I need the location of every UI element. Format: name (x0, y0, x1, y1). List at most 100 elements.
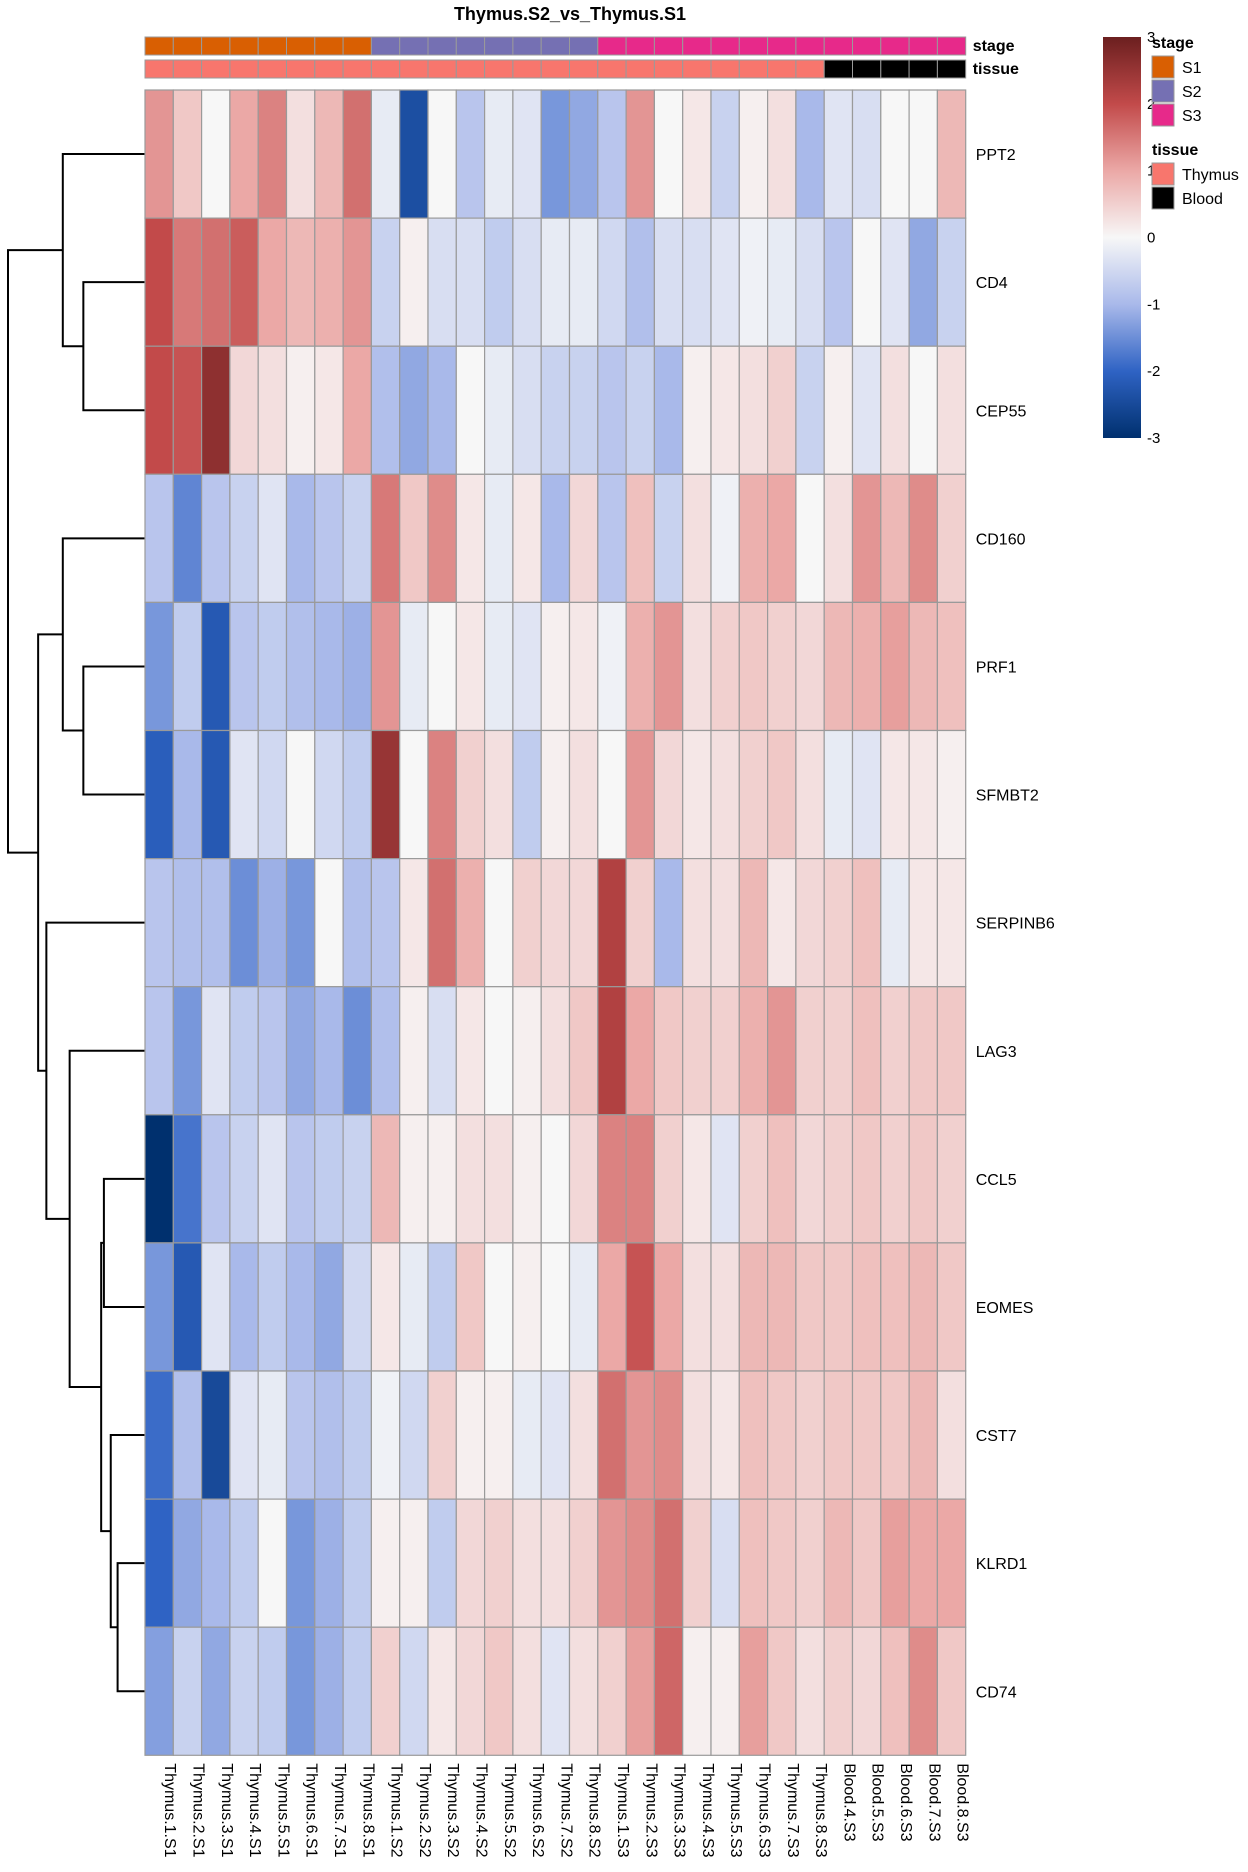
annotation-stage-cell (314, 36, 344, 56)
annotation-tissue-cell (823, 59, 854, 79)
column-label: Thymus.1.S3 (614, 1763, 631, 1857)
dendrogram-branch (7, 249, 63, 854)
heatmap-cell (908, 1626, 938, 1756)
color-scale-tick: 3 (1147, 29, 1155, 46)
heatmap-cell (399, 1114, 429, 1244)
heatmap-cell (484, 1626, 514, 1756)
heatmap-cell (201, 473, 231, 603)
heatmap-cell (399, 857, 429, 988)
heatmap-cell (144, 89, 174, 219)
annotation-stage-cell (342, 36, 372, 56)
legend-label-stage: S1 (1182, 60, 1202, 77)
heatmap-cell (625, 601, 655, 732)
heatmap-cell (257, 986, 288, 1116)
heatmap-cell (540, 1370, 571, 1500)
heatmap-cell (682, 1114, 712, 1244)
heatmap-cell (314, 1626, 344, 1756)
annotation-stage-cell (936, 36, 967, 56)
legend-swatch-tissue (1151, 162, 1175, 186)
heatmap-cell (766, 986, 797, 1116)
heatmap-cell (823, 1498, 854, 1628)
column-label: Thymus.4.S1 (246, 1763, 263, 1857)
heatmap-cell (851, 857, 882, 988)
heatmap-cell (540, 986, 571, 1116)
annotation-stage-cell (625, 36, 655, 56)
column-label: Blood.5.S3 (869, 1763, 886, 1841)
row-label: PPT2 (976, 147, 1016, 164)
heatmap-cell (201, 1114, 231, 1244)
heatmap-cell (540, 217, 571, 347)
annotation-stage-cell (427, 36, 457, 56)
annotation-label-stage: stage (973, 38, 1015, 55)
heatmap-cell (766, 1498, 797, 1628)
heatmap-cell (484, 1498, 514, 1628)
column-label: Thymus.1.S1 (161, 1763, 178, 1857)
heatmap-cell (625, 1498, 655, 1628)
heatmap-cell (370, 601, 401, 732)
heatmap-cell (710, 857, 740, 988)
heatmap-cell (144, 1114, 174, 1244)
heatmap-cell (512, 1498, 542, 1628)
dendrogram-branch (82, 665, 145, 796)
legend-label-stage: S2 (1182, 84, 1202, 101)
heatmap-cell (653, 1370, 684, 1500)
heatmap-cell (597, 1626, 627, 1756)
row-label: SFMBT2 (976, 788, 1039, 805)
heatmap-cell (257, 1242, 288, 1372)
heatmap-cell (484, 89, 514, 219)
heatmap-cell (427, 89, 457, 219)
heatmap-cell (823, 1242, 854, 1372)
heatmap-cell (908, 473, 938, 603)
heatmap-cell (682, 1242, 712, 1372)
heatmap-cell (568, 857, 599, 988)
heatmap-cell (229, 729, 259, 860)
heatmap-cell (172, 729, 203, 860)
heatmap-cell (653, 217, 684, 347)
heatmap-cell (908, 857, 938, 988)
heatmap-cell (710, 729, 740, 860)
annotation-stage-cell (880, 36, 910, 56)
heatmap-cell (229, 1370, 259, 1500)
column-label: Thymus.6.S1 (303, 1763, 320, 1857)
heatmap-cell (597, 473, 627, 603)
heatmap-cell (908, 986, 938, 1116)
heatmap-cell (851, 986, 882, 1116)
heatmap-cell (795, 1114, 825, 1244)
heatmap-cell (342, 1626, 373, 1756)
row-label: LAG3 (976, 1044, 1017, 1061)
heatmap-cell (738, 857, 769, 988)
heatmap-cell (936, 217, 967, 347)
heatmap-cell (285, 1114, 316, 1244)
dendrogram-branch (45, 921, 145, 1220)
color-scale-tick: 1 (1147, 163, 1155, 180)
heatmap-cell (314, 217, 344, 347)
column-label: Thymus.5.S1 (274, 1763, 291, 1857)
heatmap-cell (851, 473, 882, 603)
dendrogram-branch (102, 1177, 145, 1308)
heatmap-cell (201, 217, 231, 347)
heatmap-cell (427, 857, 457, 988)
heatmap-cell (568, 1114, 599, 1244)
column-label: Thymus.7.S1 (331, 1763, 348, 1857)
heatmap-cell (285, 473, 316, 603)
heatmap-cell (766, 1114, 797, 1244)
heatmap-cell (399, 1626, 429, 1756)
heatmap-cell (427, 1114, 457, 1244)
heatmap-cell (229, 345, 259, 475)
annotation-tissue-cell (908, 59, 938, 79)
heatmap-cell (455, 1626, 486, 1756)
heatmap-cell (682, 986, 712, 1116)
heatmap-cell (257, 601, 288, 732)
heatmap-cell (370, 857, 401, 988)
heatmap-cell (512, 1370, 542, 1500)
annotation-stage-cell (767, 36, 797, 56)
heatmap-cell (512, 857, 542, 988)
heatmap-cell (710, 89, 740, 219)
heatmap-cell (229, 857, 259, 988)
heatmap-cell (342, 601, 373, 732)
heatmap-cell (172, 1626, 203, 1756)
heatmap-cell (512, 729, 542, 860)
heatmap-cell (144, 986, 174, 1116)
heatmap-cell (455, 473, 486, 603)
annotation-tissue-cell (625, 59, 655, 79)
